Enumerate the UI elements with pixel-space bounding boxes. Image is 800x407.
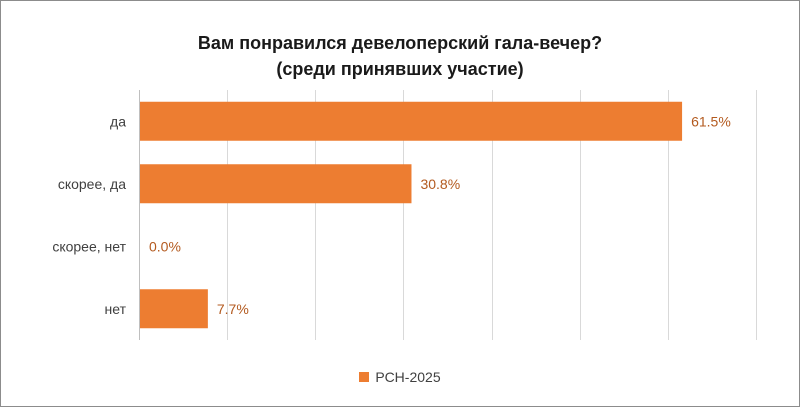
value-labels: 61.5% 30.8% 0.0% 7.7% (149, 113, 731, 317)
legend: РСН-2025 (0, 369, 800, 385)
value-label: 7.7% (217, 301, 249, 317)
legend-swatch (359, 372, 370, 383)
category-labels: да скорее, да скорее, нет нет (52, 113, 126, 317)
bar (140, 289, 208, 329)
value-label: 0.0% (149, 238, 181, 254)
category-label: нет (105, 301, 127, 317)
chart-title-block: Вам понравился девелоперский гала-вечер?… (0, 30, 800, 82)
chart-title: Вам понравился девелоперский гала-вечер? (197, 33, 603, 53)
category-label: да (110, 113, 126, 129)
chart-subtitle: (среди принявших участие) (276, 59, 524, 79)
bar (140, 164, 412, 204)
legend-label: РСН-2025 (375, 369, 441, 385)
bars (140, 101, 683, 329)
value-label: 61.5% (691, 113, 731, 129)
value-label: 30.8% (420, 176, 460, 192)
category-label: скорее, нет (52, 238, 126, 254)
bar (140, 101, 683, 141)
category-label: скорее, да (58, 176, 126, 192)
